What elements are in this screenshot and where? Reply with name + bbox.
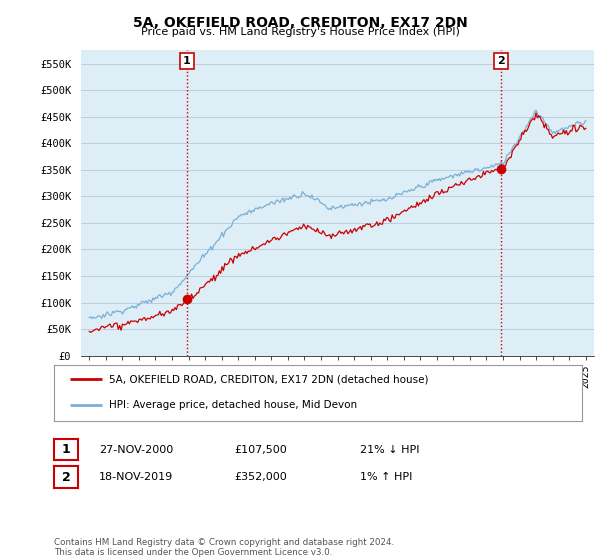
Text: 21% ↓ HPI: 21% ↓ HPI — [360, 445, 419, 455]
Text: 2: 2 — [497, 56, 505, 66]
Text: HPI: Average price, detached house, Mid Devon: HPI: Average price, detached house, Mid … — [109, 400, 358, 410]
Text: 1: 1 — [62, 443, 70, 456]
Text: £107,500: £107,500 — [234, 445, 287, 455]
Text: 27-NOV-2000: 27-NOV-2000 — [99, 445, 173, 455]
Text: £352,000: £352,000 — [234, 472, 287, 482]
Text: 1: 1 — [183, 56, 191, 66]
Text: Price paid vs. HM Land Registry's House Price Index (HPI): Price paid vs. HM Land Registry's House … — [140, 27, 460, 37]
Text: 5A, OKEFIELD ROAD, CREDITON, EX17 2DN: 5A, OKEFIELD ROAD, CREDITON, EX17 2DN — [133, 16, 467, 30]
Text: 2: 2 — [62, 470, 70, 484]
Text: 1% ↑ HPI: 1% ↑ HPI — [360, 472, 412, 482]
Text: Contains HM Land Registry data © Crown copyright and database right 2024.
This d: Contains HM Land Registry data © Crown c… — [54, 538, 394, 557]
Text: 5A, OKEFIELD ROAD, CREDITON, EX17 2DN (detached house): 5A, OKEFIELD ROAD, CREDITON, EX17 2DN (d… — [109, 374, 429, 384]
Text: 18-NOV-2019: 18-NOV-2019 — [99, 472, 173, 482]
